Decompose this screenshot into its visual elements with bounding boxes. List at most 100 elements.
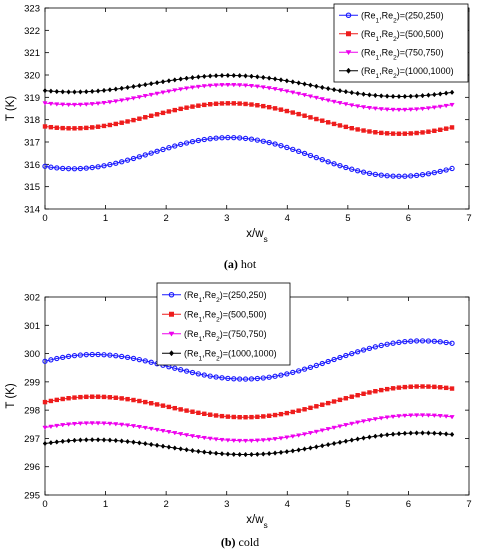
data-point: [302, 113, 307, 118]
data-point: [119, 98, 125, 103]
data-point: [107, 87, 113, 93]
y-tick-label: 314: [24, 205, 40, 216]
data-point: [431, 413, 437, 419]
data-point: [202, 102, 207, 108]
data-point: [420, 92, 425, 99]
data-point: [190, 447, 195, 454]
data-point: [201, 84, 207, 89]
data-point: [313, 429, 319, 435]
data-point: [178, 407, 183, 412]
x-tick-label: 4: [285, 213, 290, 224]
data-point: [119, 438, 124, 444]
y-tick-label: 317: [24, 138, 40, 149]
data-point: [296, 111, 301, 117]
data-point: [378, 416, 384, 421]
data-point: [437, 104, 443, 110]
data-point: [301, 432, 308, 437]
data-point: [213, 135, 219, 141]
data-point: [213, 83, 219, 88]
data-point: [443, 167, 449, 173]
data-point: [60, 438, 65, 444]
data-point: [137, 440, 142, 446]
data-point: [343, 352, 349, 359]
x-tick-label: 7: [466, 499, 471, 510]
data-point: [119, 85, 124, 91]
data-point: [366, 418, 373, 423]
data-point: [242, 376, 249, 382]
data-point: [202, 449, 207, 455]
data-point: [95, 101, 101, 106]
data-point: [337, 123, 343, 128]
data-point: [113, 99, 119, 104]
data-point: [449, 415, 455, 420]
data-point: [425, 171, 432, 177]
data-point: [95, 164, 101, 170]
data-point: [266, 374, 272, 380]
data-point: [379, 93, 384, 99]
data-point: [207, 136, 213, 142]
data-point: [148, 401, 154, 406]
data-point: [195, 137, 202, 144]
data-point: [42, 440, 48, 447]
series-2: [42, 413, 455, 444]
data-point: [449, 125, 455, 130]
series-line: [44, 74, 453, 97]
data-point: [443, 126, 449, 131]
data-point: [48, 424, 54, 430]
data-point: [183, 86, 190, 91]
data-point: [349, 103, 355, 108]
data-point: [213, 73, 219, 79]
data-point: [254, 137, 261, 143]
data-point: [296, 80, 301, 86]
data-point: [119, 353, 125, 360]
y-tick-label: 318: [24, 115, 40, 126]
series-0: [42, 134, 455, 179]
data-point: [160, 146, 166, 153]
data-point: [449, 89, 455, 96]
y-axis-label: T (K): [5, 383, 17, 409]
data-point: [426, 430, 431, 436]
data-point: [71, 421, 78, 427]
data-point: [408, 338, 414, 344]
data-point: [343, 164, 349, 171]
x-axis-label-subscript: s: [264, 234, 268, 244]
data-point: [172, 88, 178, 93]
data-point: [125, 396, 130, 402]
legend-label: (Re1,Re2)=(750,750): [361, 47, 444, 61]
data-point: [384, 415, 390, 420]
data-point: [260, 85, 266, 90]
data-point: [60, 396, 65, 402]
data-point: [408, 131, 413, 136]
data-point: [107, 161, 113, 168]
data-point: [431, 170, 437, 176]
series-2: [42, 83, 455, 113]
data-point: [95, 421, 101, 426]
data-point: [408, 107, 414, 113]
data-point: [237, 438, 243, 444]
data-point: [331, 121, 337, 127]
data-point: [402, 93, 408, 100]
data-point: [402, 339, 408, 345]
data-point: [48, 398, 54, 404]
data-point: [119, 159, 125, 165]
data-point: [337, 354, 343, 361]
data-point: [355, 436, 360, 442]
data-point: [331, 86, 337, 93]
data-point: [319, 428, 325, 433]
data-point: [438, 91, 443, 97]
data-point: [372, 106, 378, 112]
data-point: [107, 352, 113, 358]
data-point: [142, 152, 148, 158]
data-point: [367, 390, 372, 395]
data-point: [248, 376, 255, 382]
legend-label: (Re1,Re2)=(500,500): [184, 309, 267, 323]
data-point: [184, 447, 189, 453]
data-point: [77, 352, 84, 358]
data-point: [384, 93, 390, 99]
data-point: [373, 130, 378, 135]
data-point: [48, 124, 54, 130]
data-point: [190, 409, 195, 414]
y-tick-label: 299: [24, 377, 40, 388]
data-point: [449, 102, 455, 108]
